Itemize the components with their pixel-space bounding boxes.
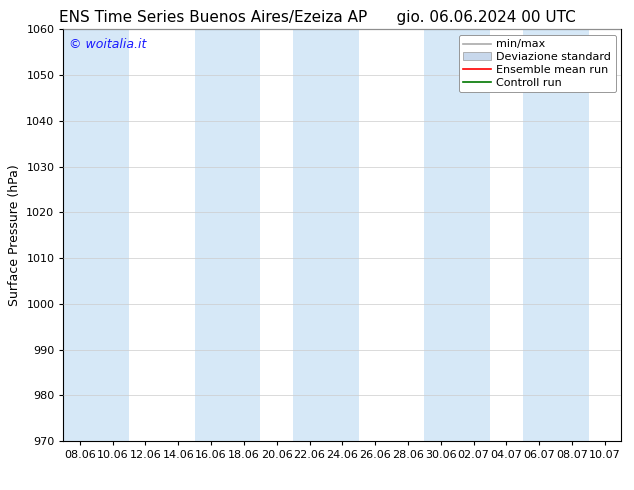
Text: © woitalia.it: © woitalia.it [69,38,146,50]
Text: ENS Time Series Buenos Aires/Ezeiza AP      gio. 06.06.2024 00 UTC: ENS Time Series Buenos Aires/Ezeiza AP g… [58,10,576,25]
Bar [63,29,129,441]
Bar [523,29,588,441]
Bar [195,29,261,441]
Y-axis label: Surface Pressure (hPa): Surface Pressure (hPa) [8,164,21,306]
Legend: min/max, Deviazione standard, Ensemble mean run, Controll run: min/max, Deviazione standard, Ensemble m… [458,35,616,92]
Bar [293,29,359,441]
Bar [424,29,490,441]
